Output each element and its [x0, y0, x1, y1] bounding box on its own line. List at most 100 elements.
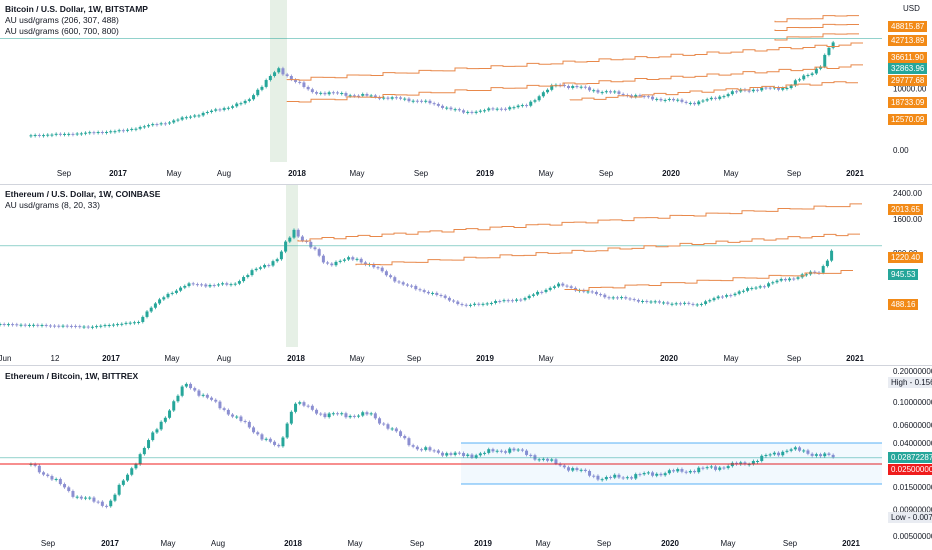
eth-btc-pane[interactable]: 0.20000000 0.10000000 0.06000000 0.04000000…	[0, 366, 932, 550]
candle-body	[667, 98, 671, 100]
pane-separator-2[interactable]	[0, 365, 932, 366]
candle-body	[11, 324, 15, 326]
candle-body	[533, 100, 537, 102]
candle-body	[756, 460, 760, 462]
candle-body	[361, 412, 365, 416]
candle-body	[197, 390, 201, 396]
candle-body	[452, 300, 456, 302]
candle-body	[449, 107, 453, 110]
candle-body	[613, 474, 617, 478]
btc-chart[interactable]: 40000.0010000.000.00Sep2017MayAug2018May…	[0, 0, 932, 184]
x-tick-label: May	[160, 539, 175, 548]
candle-body	[315, 92, 319, 94]
x-tick-label: 2021	[842, 539, 860, 548]
x-tick-label: 2019	[474, 539, 492, 548]
candle-body	[520, 105, 524, 107]
candle-body	[709, 466, 713, 468]
eth-btc-last-price-badge: 0.02872287	[888, 452, 932, 463]
candle-body	[714, 466, 718, 470]
candle-body	[128, 322, 132, 324]
candle-body	[300, 236, 304, 241]
candle-body	[306, 86, 310, 90]
candle-body	[604, 91, 608, 93]
candle-body	[100, 132, 104, 134]
candle-body	[464, 304, 468, 306]
candle-body	[342, 259, 346, 261]
candle-body	[137, 321, 141, 323]
candle-body	[516, 449, 520, 451]
candle-body	[762, 286, 766, 288]
candle-body	[504, 451, 508, 453]
candle-body	[347, 257, 351, 260]
candle-body	[701, 100, 705, 102]
candle-body	[109, 500, 113, 507]
candle-body	[495, 450, 499, 452]
candle-body	[695, 304, 699, 306]
candle-body	[529, 454, 533, 456]
eth-usd-chart[interactable]: 2400.001600.00800.00400.00Jun122017MayAu…	[0, 185, 932, 365]
candle-body	[53, 325, 57, 327]
candle-body	[737, 291, 741, 294]
candle-body	[163, 417, 167, 422]
candle-body	[697, 101, 701, 105]
candle-body	[592, 90, 596, 92]
candle-body	[231, 106, 235, 108]
candle-body	[382, 97, 386, 99]
candle-body	[426, 291, 430, 294]
candle-body	[802, 75, 806, 80]
candle-body	[330, 263, 334, 266]
x-tick-label: Sep	[787, 354, 802, 363]
candle-body	[483, 452, 487, 454]
btc-pane[interactable]: 40000.0010000.000.00Sep2017MayAug2018May…	[0, 0, 932, 184]
candle-body	[630, 95, 634, 97]
candle-body	[739, 462, 743, 465]
candle-body	[279, 251, 283, 260]
candle-body	[344, 93, 348, 96]
candle-body	[298, 81, 302, 83]
candle-body	[649, 301, 653, 303]
candle-body	[63, 133, 67, 135]
candle-body	[166, 293, 170, 298]
candle-body	[399, 431, 403, 436]
candle-body	[478, 110, 482, 112]
candle-body	[441, 105, 445, 108]
eth-usd-pane[interactable]: 2400.001600.00800.00400.00Jun122017MayAu…	[0, 185, 932, 365]
candle-body	[443, 295, 447, 298]
candle-body	[499, 450, 503, 452]
btc-level-badge-2: 42713.89	[888, 35, 928, 46]
candle-body	[201, 112, 205, 116]
candle-body	[579, 86, 583, 88]
eth-btc-chart[interactable]: 0.20000000 0.10000000 0.06000000 0.04000000…	[0, 366, 932, 550]
x-tick-label: Sep	[599, 169, 614, 178]
btc-last-price-badge: 32863.96	[888, 63, 928, 74]
candle-body	[105, 131, 109, 133]
candle-body	[512, 107, 516, 109]
candle-body	[54, 478, 58, 480]
candle-body	[243, 421, 247, 423]
candle-body	[632, 299, 636, 301]
x-tick-label: Aug	[217, 169, 231, 178]
candle-body	[376, 267, 380, 269]
candle-body	[777, 452, 781, 456]
candle-body	[725, 295, 729, 297]
candle-body	[180, 117, 184, 120]
candle-body	[50, 134, 54, 136]
candle-body	[772, 452, 776, 455]
eth-usd-legend: Ethereum / U.S. Dollar, 1W, COINBASE AU …	[5, 189, 160, 211]
candle-body	[363, 262, 367, 265]
x-tick-label: Sep	[597, 539, 612, 548]
eth-btc-reference-badge: 0.02500000	[888, 464, 932, 475]
candle-body	[359, 258, 363, 263]
candle-body	[242, 277, 246, 282]
candle-body	[729, 295, 733, 297]
x-tick-label: 2019	[476, 169, 494, 178]
candle-body	[624, 297, 628, 299]
candle-body	[821, 266, 825, 273]
candle-body	[403, 435, 407, 439]
pane-separator-1[interactable]	[0, 184, 932, 185]
candle-body	[218, 401, 222, 409]
candle-body	[785, 450, 789, 452]
candle-body	[58, 478, 62, 485]
candle-body	[285, 74, 289, 77]
candle-body	[691, 303, 695, 305]
